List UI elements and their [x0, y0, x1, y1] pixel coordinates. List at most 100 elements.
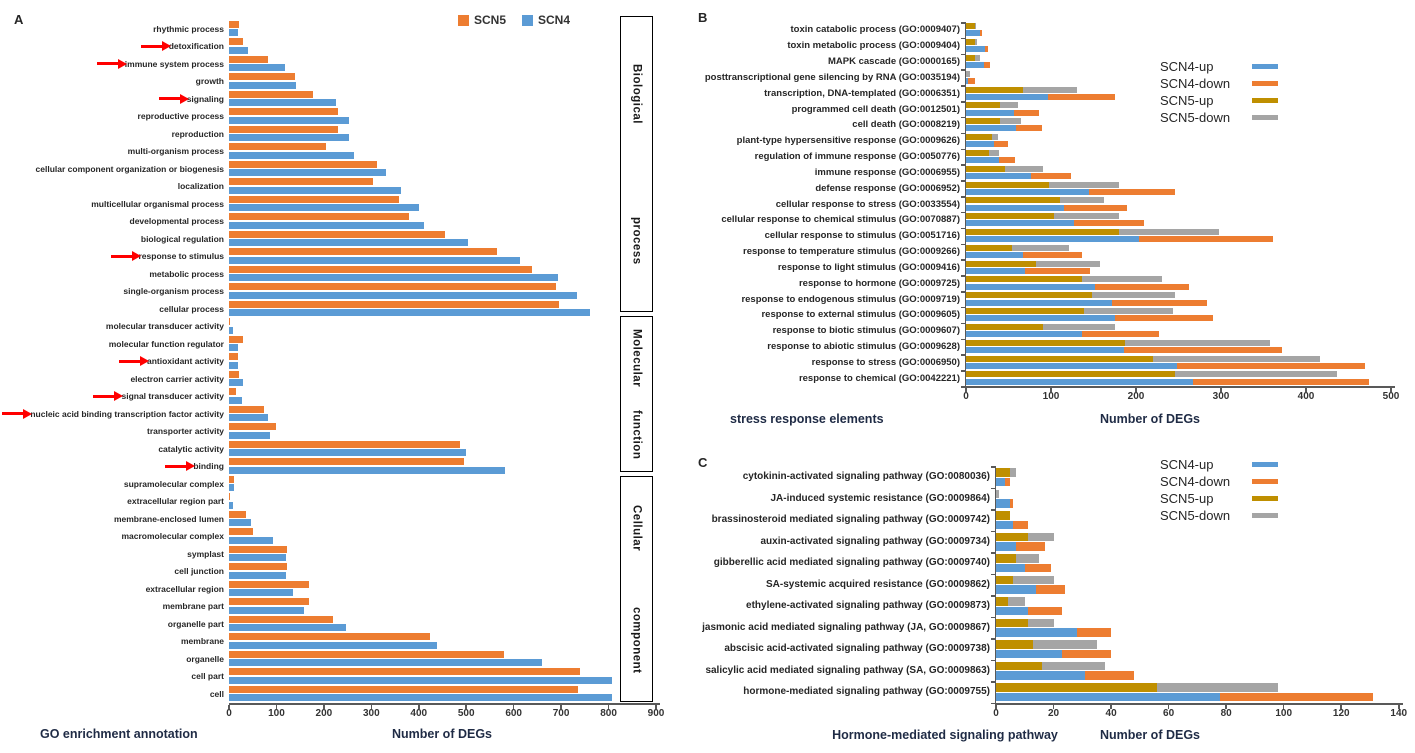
bar-segment-SCN5-up — [966, 260, 1036, 267]
bar-segment-SCN4 — [229, 361, 239, 369]
x-axis-line — [966, 386, 1395, 388]
bar-segment-SCN5 — [229, 178, 374, 186]
category-label: multicellular organismal process — [91, 197, 224, 211]
category-label: auxin-activated signaling pathway (GO:00… — [760, 534, 990, 548]
bar-segment-SCN4-down — [1063, 204, 1127, 211]
bar-segment-SCN5-up — [996, 597, 1008, 606]
x-axis-tick — [1398, 705, 1400, 709]
category-label: reproductive process — [138, 109, 224, 123]
y-axis-tick — [991, 552, 995, 554]
legend-color-chip — [1252, 114, 1278, 120]
bar-segment-SCN5-down — [1027, 532, 1054, 541]
group-box-label: Molecular — [630, 328, 643, 387]
bar-segment-SCN4-up — [966, 46, 985, 53]
y-axis-tick — [961, 322, 965, 325]
category-label: response to chemical (GO:0042221) — [799, 371, 960, 385]
category-label-text: toxin metabolic process (GO:0009404) — [787, 40, 960, 52]
category-label: response to hormone (GO:0009725) — [799, 276, 960, 290]
category-label: catalytic activity — [158, 442, 224, 456]
bar-segment-SCN5-down — [1005, 165, 1044, 172]
x-axis-tick — [1167, 705, 1170, 709]
bar-segment-SCN4-up — [996, 477, 1005, 487]
bar-segment-SCN4-down — [1220, 692, 1373, 702]
x-axis-tick — [418, 705, 420, 709]
y-axis-tick — [961, 243, 965, 246]
category-label-text: nucleic acid binding transcription facto… — [30, 408, 224, 419]
category-label: macromolecular complex — [121, 529, 224, 543]
category-label-text: metabolic process — [149, 268, 224, 279]
category-label-text: growth — [195, 76, 224, 87]
bar-segment-SCN4-down — [1036, 585, 1066, 594]
bar-segment-SCN5-down — [996, 489, 999, 498]
group-box-cellular-component: Cellular component — [620, 476, 653, 702]
bar-segment-SCN5 — [229, 353, 238, 361]
y-axis-tick — [961, 227, 965, 230]
bar-segment-SCN5-up — [966, 276, 1082, 283]
category-label: toxin metabolic process (GO:0009404) — [787, 39, 960, 53]
category-label-text: binding — [193, 461, 224, 472]
bar-segment-SCN4 — [229, 519, 251, 527]
category-label: growth — [196, 74, 224, 88]
y-axis-tick — [961, 386, 965, 388]
red-arrow-icon — [119, 356, 149, 367]
bar-segment-SCN5 — [229, 615, 333, 623]
category-label-text: detoxification — [168, 41, 224, 52]
legend-label: SCN5-up — [1160, 92, 1214, 108]
category-label-text: ethylene-activated signaling pathway (GO… — [746, 600, 990, 612]
category-label: gibberellic acid mediated signaling path… — [714, 556, 990, 570]
x-axis-tick-label: 300 — [1212, 391, 1230, 402]
category-label: cell death (GO:0008219) — [852, 118, 960, 132]
y-axis-tick — [961, 116, 965, 119]
red-arrow-icon — [158, 93, 189, 104]
panel-b-xaxis-title: Number of DEGs — [1099, 412, 1200, 426]
bar-segment-SCN4-down — [1112, 299, 1207, 306]
panel-a-xaxis-title: Number of DEGs — [391, 727, 492, 741]
bar-segment-SCN5-down — [988, 149, 1000, 156]
red-arrow-icon — [2, 408, 33, 419]
category-label-text: rhythmic process — [153, 23, 224, 34]
bar-segment-SCN5 — [229, 108, 338, 116]
bar-segment-SCN4 — [229, 694, 613, 702]
panel-c-legend: SCN4-up SCN4-down SCN5-up SCN5-down — [1160, 457, 1278, 523]
category-label-text: biological regulation — [140, 233, 224, 244]
bar-segment-SCN4-up — [966, 62, 984, 69]
bar-segment-SCN4 — [229, 134, 349, 142]
category-label: cellular response to stimulus (GO:005171… — [765, 229, 960, 243]
category-label: response to biotic stimulus (GO:0009607) — [773, 324, 960, 338]
category-label: symplast — [187, 547, 224, 561]
bar-segment-SCN4 — [229, 676, 613, 684]
y-axis-tick — [961, 196, 965, 198]
category-label: organelle part — [168, 617, 224, 631]
x-axis-tick-label: 800 — [600, 708, 617, 719]
bar-segment-SCN4 — [229, 344, 238, 352]
legend-label: SCN5 — [474, 13, 507, 27]
category-label: regulation of immune response (GO:005077… — [755, 150, 960, 164]
bar-segment-SCN5 — [229, 160, 377, 168]
y-axis-tick — [991, 681, 995, 683]
bar-segment-SCN5-down — [1084, 308, 1174, 315]
bar-segment-SCN4-down — [999, 157, 1016, 164]
y-axis-tick — [961, 148, 965, 151]
bar-segment-SCN5-down — [1053, 213, 1119, 220]
bar-segment-SCN5-up — [966, 23, 976, 30]
bar-segment-SCN5-up — [966, 39, 976, 46]
category-label-text: response to stimulus — [138, 251, 225, 262]
category-label: antioxidant activity — [119, 354, 224, 368]
bar-segment-SCN5-up — [966, 134, 993, 140]
bar-segment-SCN4-up — [966, 299, 1113, 306]
category-label: SA-systemic acquired resistance (GO:0009… — [766, 577, 990, 591]
category-label-text: signal transducer activity — [121, 391, 224, 402]
bar-segment-SCN5-down — [1049, 181, 1119, 188]
bar-segment-SCN5-up — [966, 308, 1085, 315]
category-label-text: cellular process — [159, 303, 224, 314]
category-label-text: SA-systemic acquired resistance (GO:0009… — [766, 578, 990, 590]
panel-a-left-title: GO enrichment annotation — [40, 727, 198, 741]
bar-segment-SCN4-up — [966, 236, 1139, 243]
legend-label: SCN5-down — [1160, 109, 1231, 125]
category-label-text: extracellular region — [145, 583, 224, 594]
category-label-text: membrane part — [162, 601, 224, 612]
y-axis-tick — [961, 164, 965, 166]
legend-label: SCN4 — [538, 13, 571, 27]
bar-segment-SCN5 — [229, 563, 287, 571]
